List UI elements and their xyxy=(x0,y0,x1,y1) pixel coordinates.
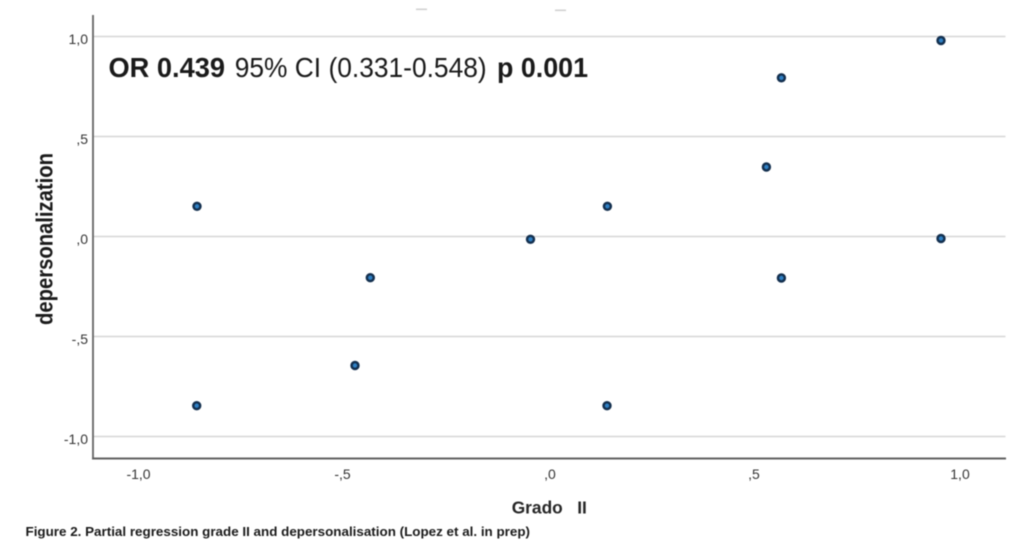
svg-text:-,5: -,5 xyxy=(72,331,89,347)
svg-text:-,5: -,5 xyxy=(334,466,351,482)
svg-text:Figure 2. Partial regression g: Figure 2. Partial regression grade II an… xyxy=(26,524,531,539)
svg-text:,0: ,0 xyxy=(76,231,88,247)
svg-text:95% CI (0.331-0.548): 95% CI (0.331-0.548) xyxy=(235,52,487,83)
svg-text:p 0.001: p 0.001 xyxy=(497,52,588,83)
svg-text:Grado II: Grado II xyxy=(512,498,587,518)
svg-text:1,0: 1,0 xyxy=(69,31,89,47)
svg-text:,5: ,5 xyxy=(76,131,88,147)
svg-text:OR 0.439: OR 0.439 xyxy=(109,52,226,83)
svg-text:,5: ,5 xyxy=(748,466,760,482)
svg-text:1,0: 1,0 xyxy=(950,466,970,482)
svg-text:,0: ,0 xyxy=(544,466,556,482)
svg-text:-1,0: -1,0 xyxy=(64,431,88,447)
svg-text:-1,0: -1,0 xyxy=(126,466,150,482)
svg-text:depersonalization: depersonalization xyxy=(32,153,58,325)
